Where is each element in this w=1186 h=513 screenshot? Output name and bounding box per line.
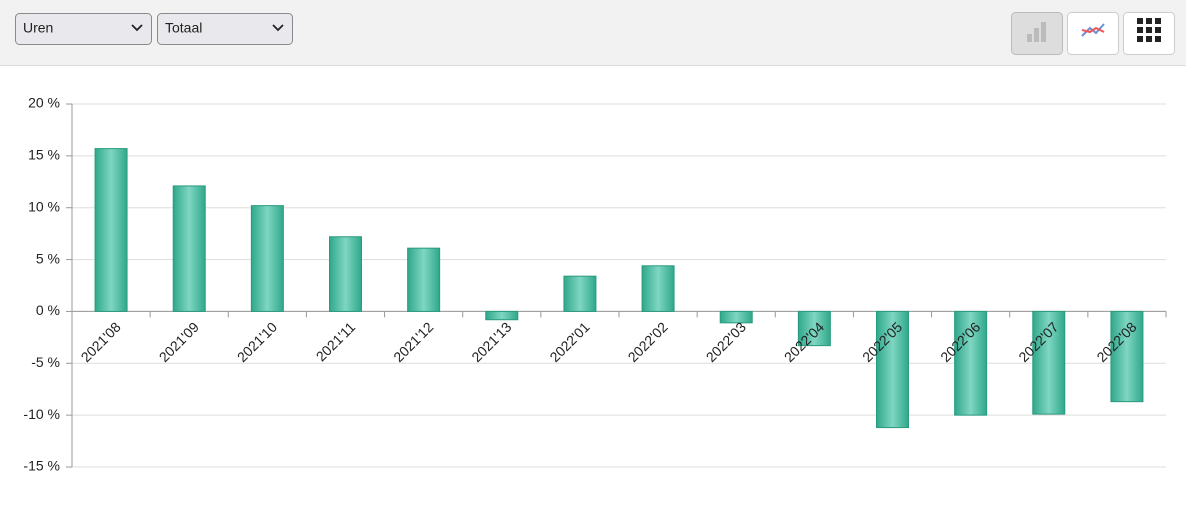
dropdown-label: Uren	[23, 20, 53, 36]
x-tick-label: 2021'10	[234, 319, 280, 365]
table-button[interactable]	[1123, 12, 1175, 55]
line-chart-button[interactable]	[1067, 12, 1119, 55]
bar	[954, 310, 988, 416]
y-tick-label: 5 %	[36, 250, 60, 266]
chart: -15 % -10 % -5 % 0 % 5 % 10 % 15 % 20 % 2021'08 2…	[23, 95, 1167, 474]
bar	[485, 310, 519, 321]
bar	[250, 205, 284, 312]
bar	[94, 148, 128, 312]
bar-chart-button[interactable]	[1011, 12, 1063, 55]
y-tick-label: 10 %	[28, 198, 60, 214]
y-tick-label: 15 %	[28, 147, 60, 163]
y-tick-label: -15 %	[23, 458, 60, 474]
bar	[797, 310, 831, 347]
bar	[329, 236, 362, 312]
bar	[1110, 310, 1144, 403]
x-tick-label: 2021'09	[156, 319, 202, 365]
dropdown[interactable]: Totaal	[157, 13, 293, 45]
bar	[563, 275, 597, 312]
x-tick-label: 2022'01	[546, 319, 592, 365]
y-tick-label: -5 %	[31, 354, 60, 370]
y-tick-label: -10 %	[23, 406, 60, 422]
x-tick-label: 2021'12	[390, 319, 436, 365]
bar	[407, 247, 441, 312]
y-tick-label: 20 %	[28, 95, 60, 111]
bar	[172, 185, 206, 312]
x-tick-label: 2022'02	[625, 319, 671, 365]
dropdown-label: Totaal	[165, 20, 202, 36]
bar	[641, 265, 675, 312]
x-tick-label: 2022'03	[703, 319, 749, 365]
x-tick-label: 2021'08	[78, 319, 124, 365]
dropdown[interactable]: Uren	[15, 13, 152, 45]
bar	[719, 310, 753, 324]
bar	[1032, 310, 1066, 415]
bar	[876, 310, 909, 429]
y-tick-label: 0 %	[36, 302, 60, 318]
x-tick-label: 2021'13	[468, 319, 514, 365]
x-tick-label: 2021'11	[313, 319, 359, 365]
